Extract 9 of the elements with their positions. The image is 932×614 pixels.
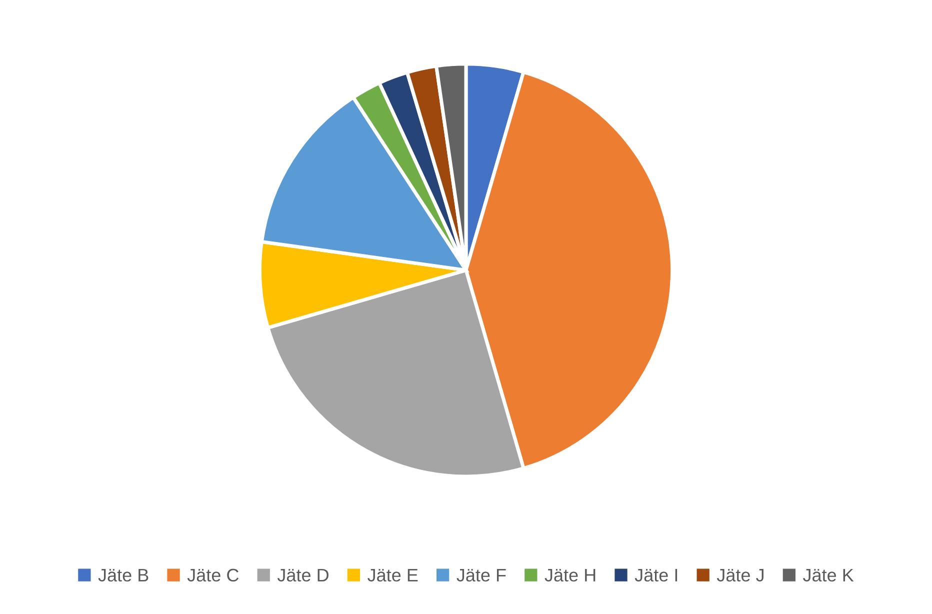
legend-label: Jäte E: [368, 568, 418, 582]
legend-label: Jäte B: [98, 568, 148, 582]
legend-label: Jäte F: [456, 568, 506, 582]
legend-label: Jäte J: [716, 568, 764, 582]
legend-label: Jäte I: [634, 568, 678, 582]
legend-label: Jäte C: [187, 568, 239, 582]
legend-label: Jäte K: [802, 568, 854, 582]
legend-label: Jäte H: [544, 568, 596, 582]
legend-label: Jäte D: [277, 568, 328, 582]
